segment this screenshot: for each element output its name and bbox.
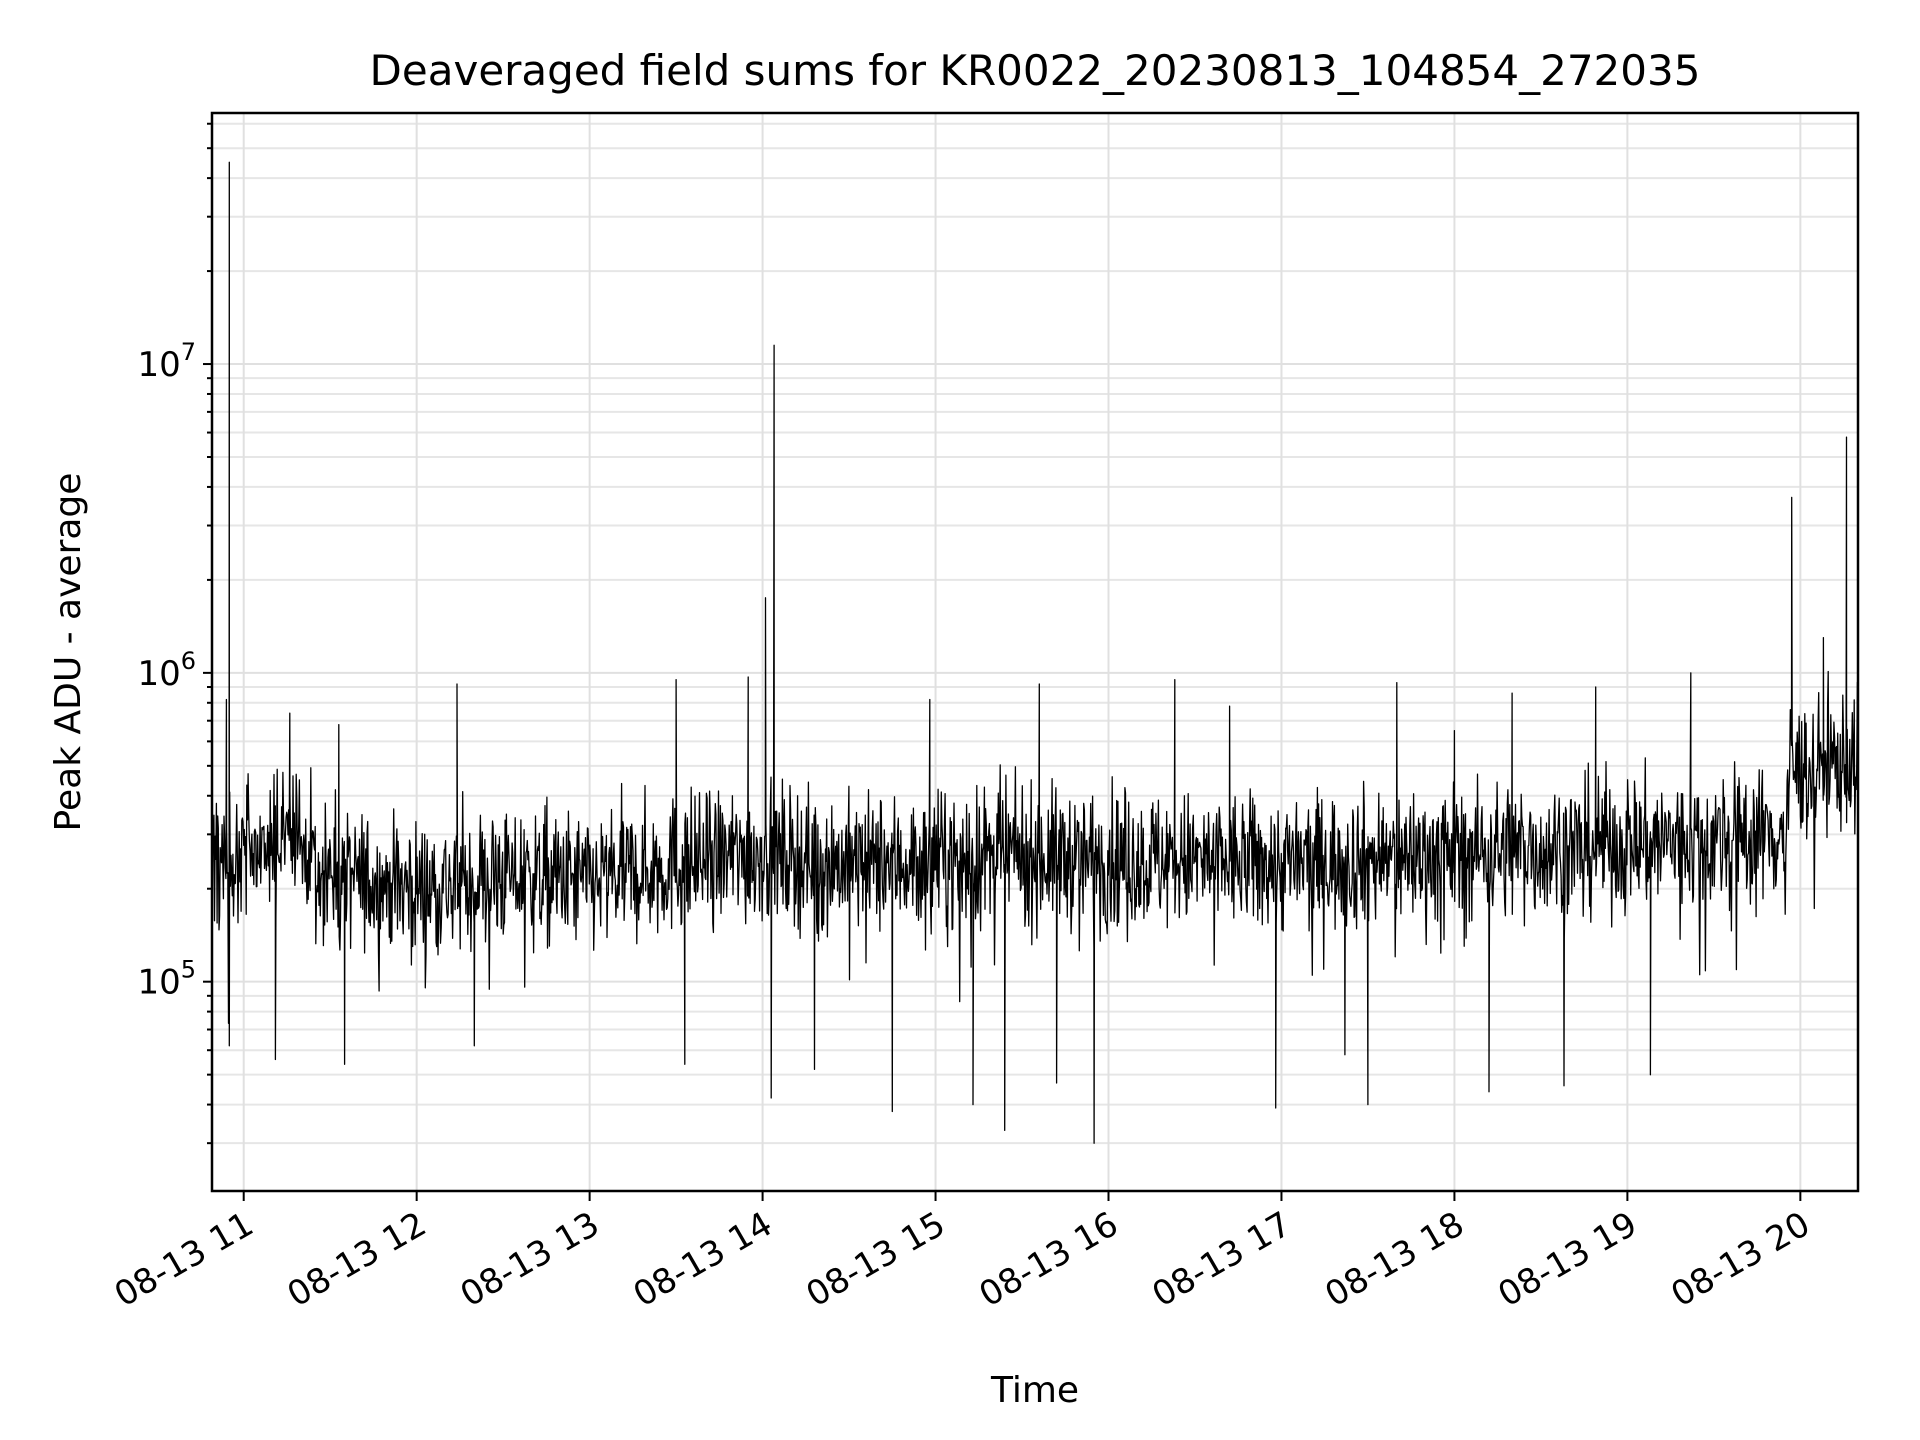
y-tick-label-exponent: 7 xyxy=(181,338,196,366)
y-tick-label-base: 10 xyxy=(137,654,180,694)
y-tick-label-exponent: 6 xyxy=(181,647,196,675)
y-tick-label-base: 10 xyxy=(137,963,180,1003)
chart-title: Deaveraged field sums for KR0022_2023081… xyxy=(370,46,1701,95)
chart-figure: 08-13 11 08-13 12 08-13 13 08-13 14 08-13 15… xyxy=(0,0,1920,1440)
x-axis-label: Time xyxy=(990,1370,1079,1411)
y-tick-label-base: 10 xyxy=(137,345,180,385)
y-axis-label: Peak ADU - average xyxy=(48,473,89,832)
y-tick-label-exponent: 5 xyxy=(181,956,196,984)
